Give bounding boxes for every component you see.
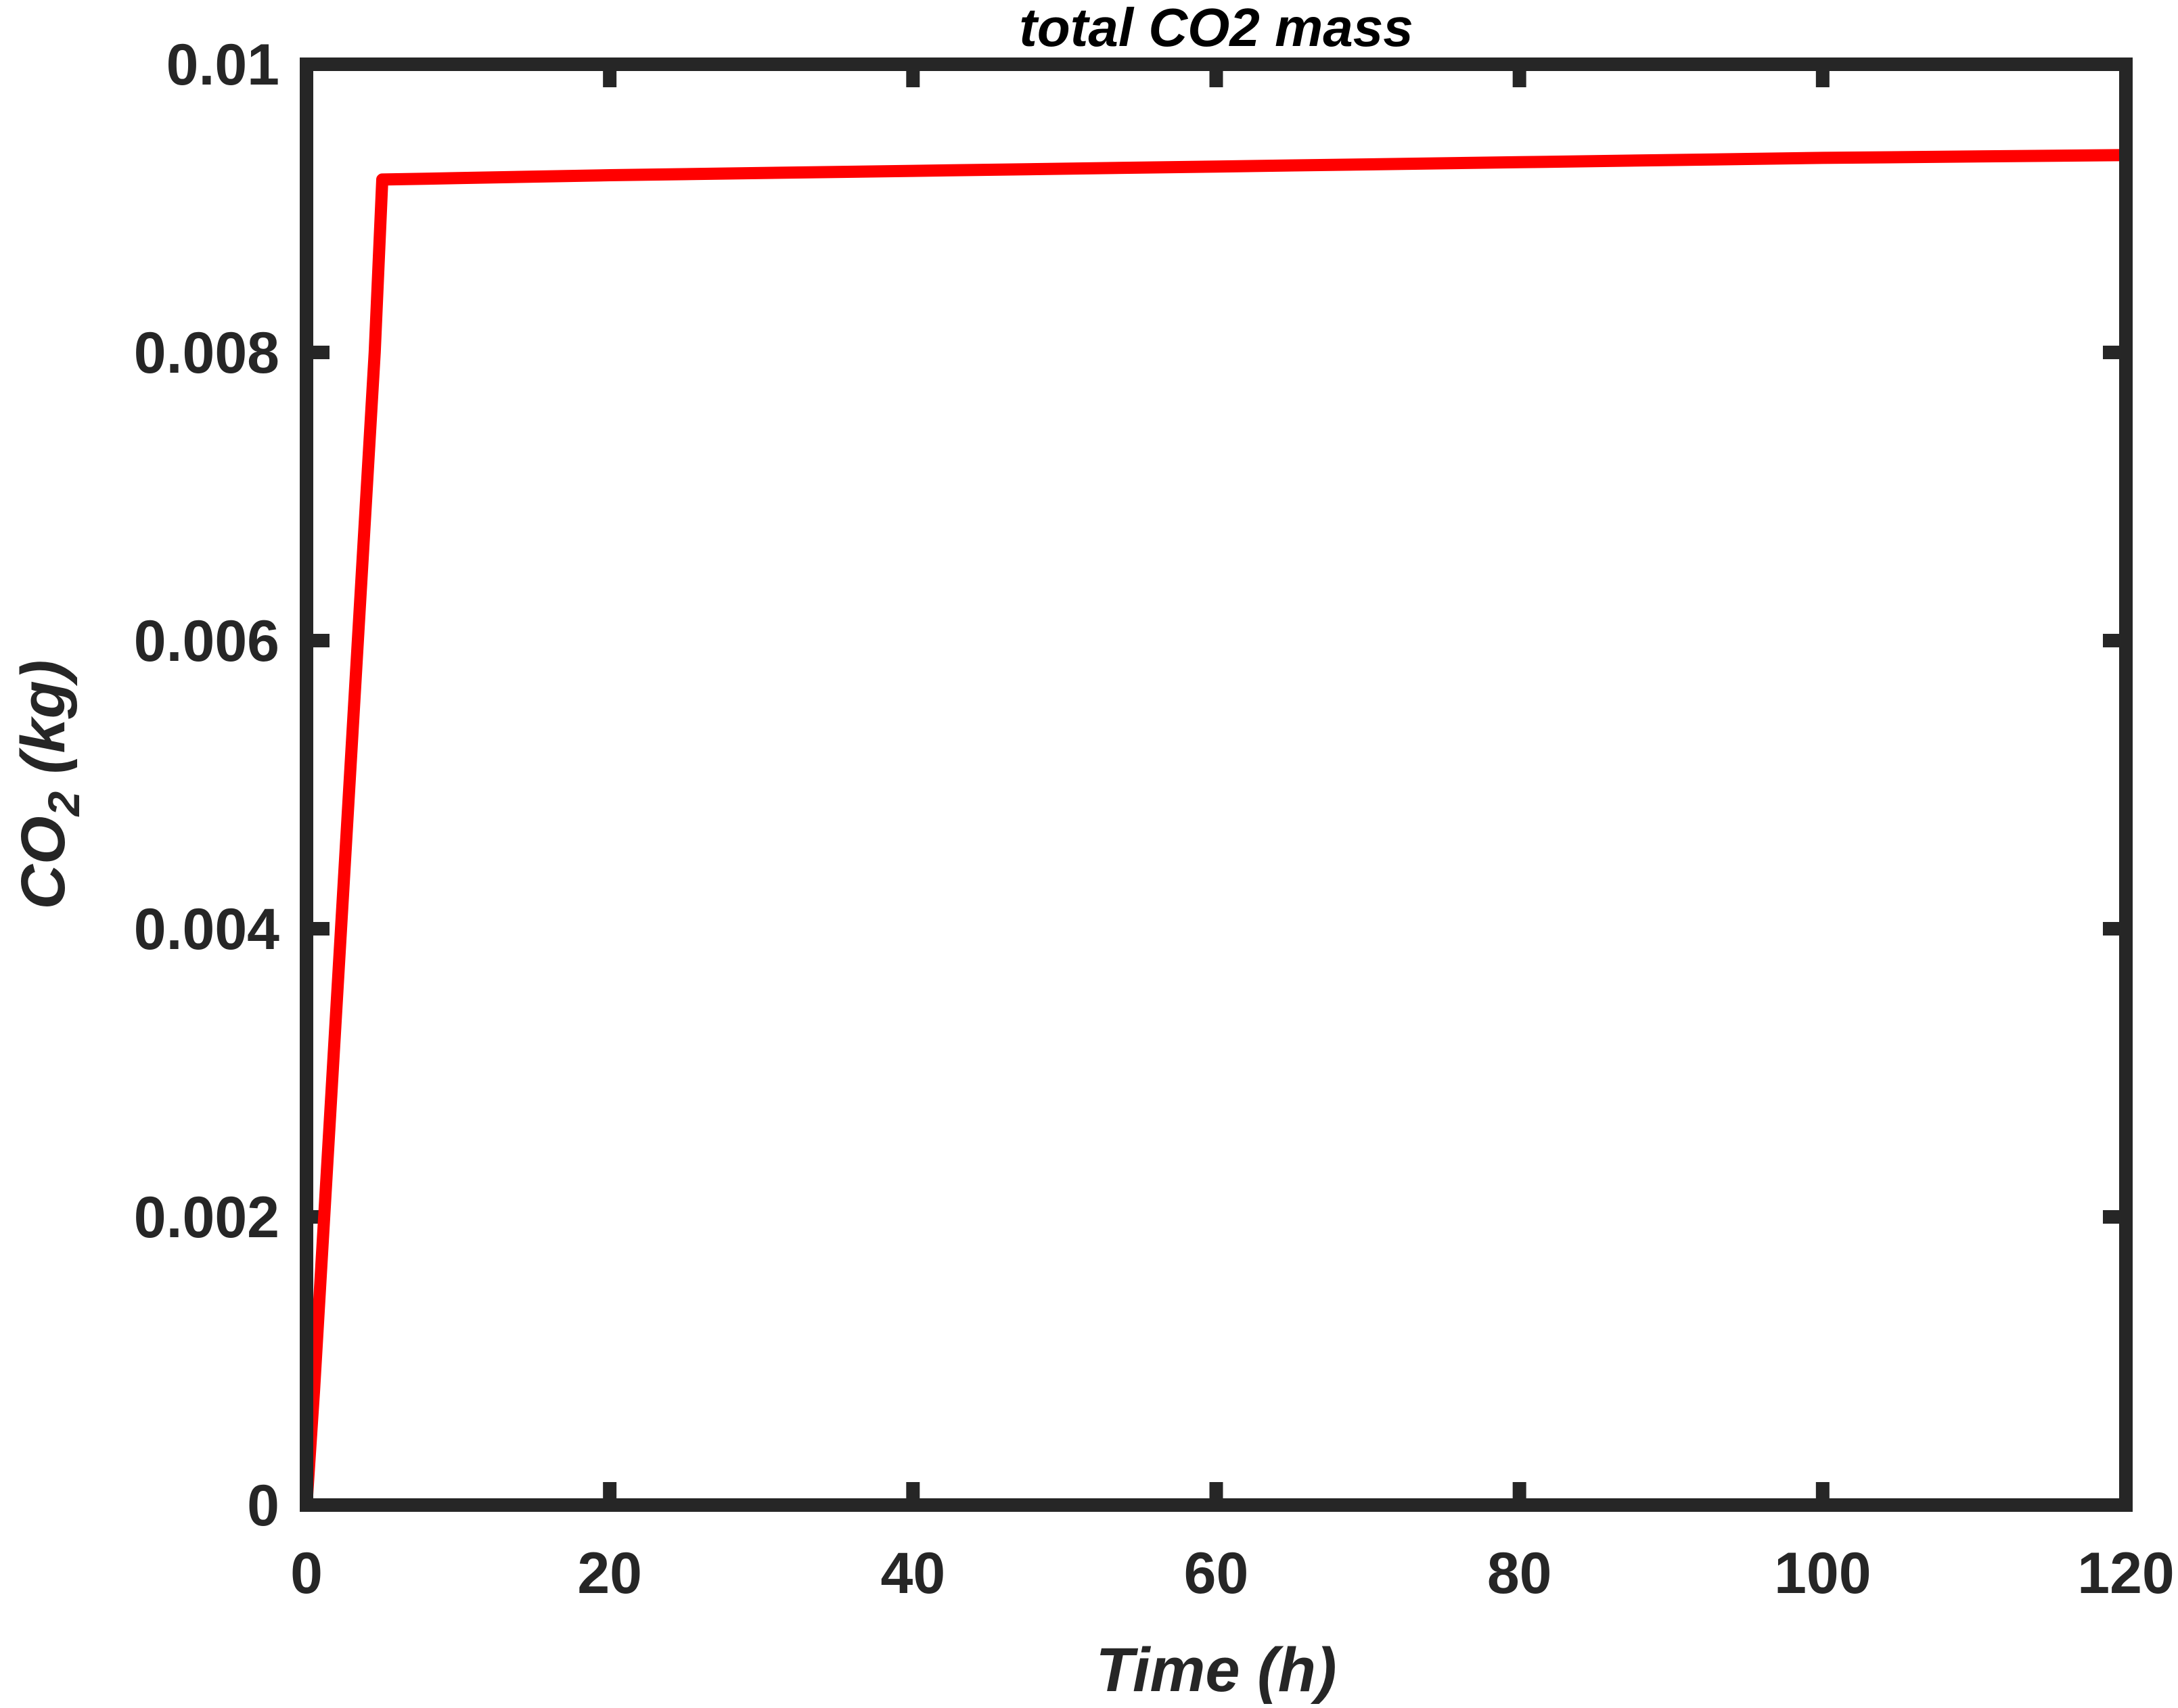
y-tick-label: 0 xyxy=(247,1473,279,1538)
x-tick-label: 100 xyxy=(1774,1541,1871,1606)
x-axis-title: Time (h) xyxy=(1095,1636,1336,1705)
x-tick-label: 80 xyxy=(1487,1541,1552,1606)
x-tick-label: 20 xyxy=(577,1541,642,1606)
x-tick-label: 0 xyxy=(290,1541,323,1606)
chart-title: total CO2 mass xyxy=(1019,0,1413,57)
y-axis-title-subscript: 2 xyxy=(39,791,89,817)
y-axis-title-unit: (kg) xyxy=(9,660,78,791)
y-tick-label: 0.006 xyxy=(134,609,279,674)
y-tick-label: 0.01 xyxy=(166,32,279,97)
y-tick-label: 0.004 xyxy=(134,897,279,962)
y-axis-title: CO2 (kg) xyxy=(9,660,89,910)
y-tick-label: 0.008 xyxy=(134,321,279,386)
series-group xyxy=(300,149,2127,1506)
x-tick-label: 120 xyxy=(2077,1541,2175,1606)
plot-frame xyxy=(300,57,2133,1512)
y-tick-labels: 0 0.002 0.004 0.006 0.008 0.01 xyxy=(134,32,279,1538)
y-tick-label: 0.002 xyxy=(134,1185,279,1250)
series-line xyxy=(300,149,2127,1506)
x-tick-labels: 0 20 40 60 80 100 120 xyxy=(290,1541,2175,1606)
x-tick-label: 40 xyxy=(880,1541,945,1606)
y-axis-title-main: CO xyxy=(9,816,78,909)
x-tick-label: 60 xyxy=(1184,1541,1249,1606)
